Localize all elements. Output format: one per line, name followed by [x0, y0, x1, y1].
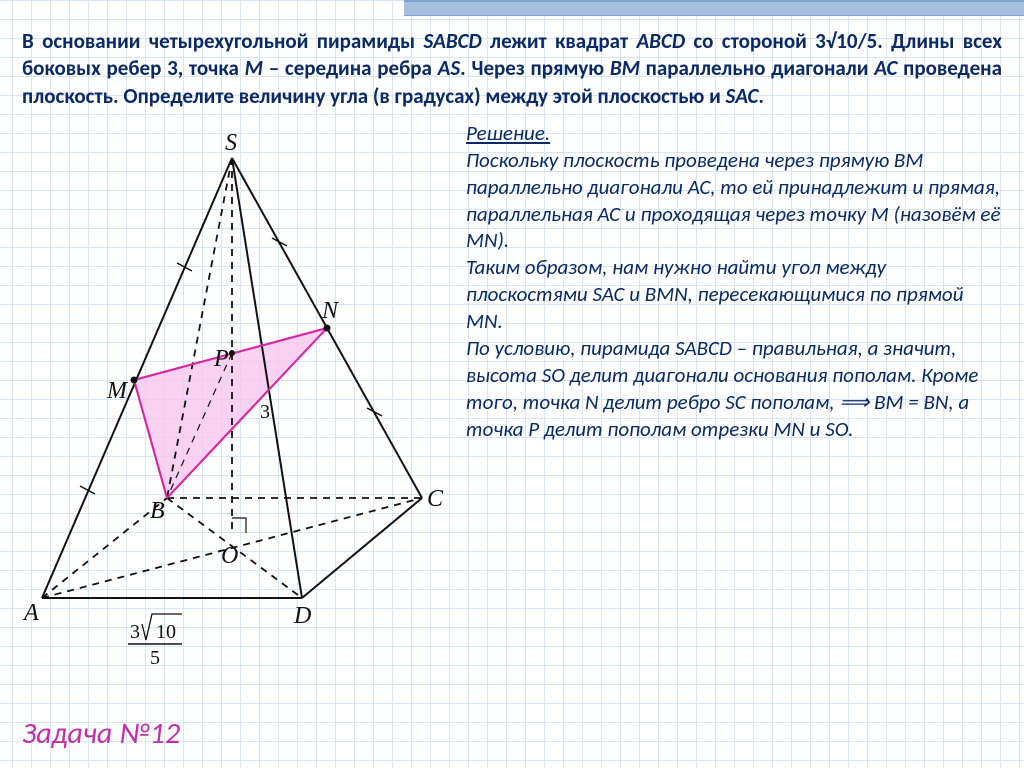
dot-P	[229, 350, 235, 356]
label-N: N	[321, 298, 340, 324]
solution-text: Решение. Поскольку плоскость проведена ч…	[466, 118, 1002, 678]
label-edge-3: 3	[260, 401, 270, 423]
diagram: S A D C B O M N P 3 3 10 5	[22, 118, 462, 678]
svg-text:10: 10	[156, 621, 176, 643]
svg-text:3: 3	[130, 621, 140, 643]
dot-M	[131, 376, 138, 383]
problem-statement: В основании четырехугольной пирамиды SAB…	[22, 28, 1002, 110]
label-base-fraction: 3 10 5	[128, 614, 182, 669]
edge-AB	[42, 498, 167, 598]
svg-text:5: 5	[150, 647, 160, 669]
label-B: B	[150, 498, 165, 524]
solution-heading: Решение.	[466, 120, 1002, 147]
label-S: S	[225, 130, 237, 156]
slide-content: В основании четырехугольной пирамиды SAB…	[0, 0, 1024, 768]
dot-N	[324, 324, 331, 331]
task-number: Задача №12	[22, 715, 180, 752]
label-M: M	[106, 378, 129, 404]
label-D: D	[293, 603, 311, 629]
solution-body: Поскольку плоскость проведена через прям…	[466, 147, 1002, 443]
label-P: P	[213, 346, 229, 372]
label-O: O	[221, 543, 238, 569]
label-C: C	[427, 486, 444, 512]
main-row: S A D C B O M N P 3 3 10 5	[22, 118, 1002, 678]
right-angle-O	[232, 518, 246, 533]
label-A: A	[22, 600, 39, 626]
